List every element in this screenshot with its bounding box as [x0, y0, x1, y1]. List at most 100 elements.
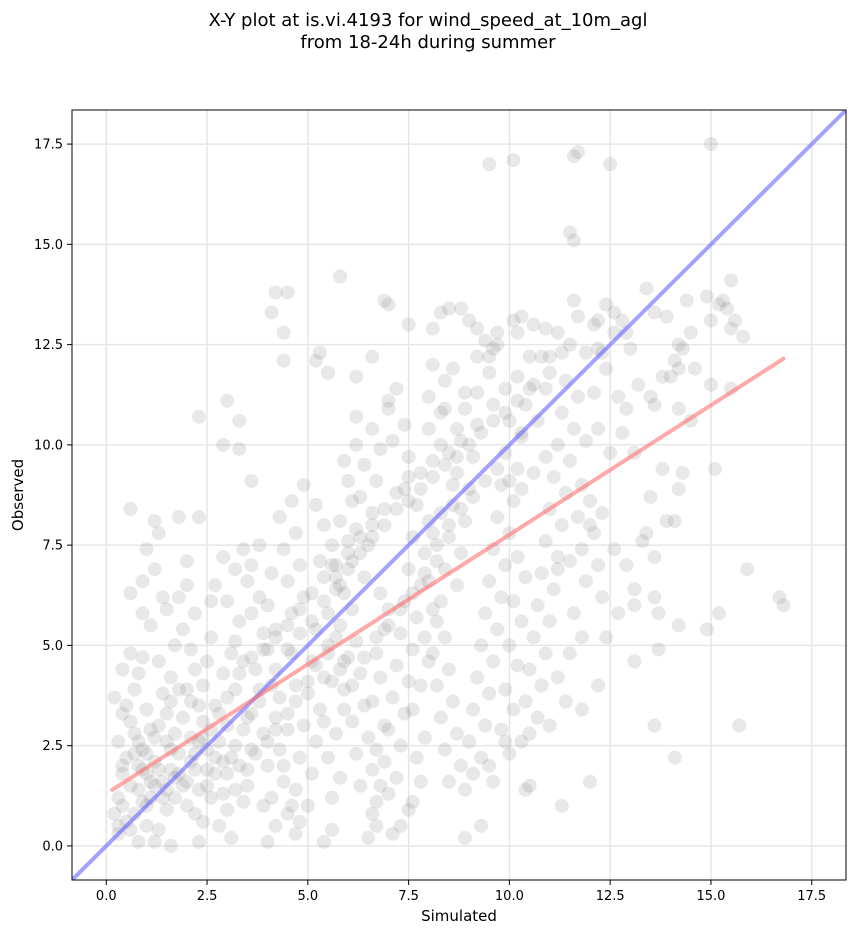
data-point [639, 281, 654, 296]
data-point [498, 445, 513, 460]
data-point [333, 514, 348, 529]
y-axis-label: Observed [9, 459, 27, 531]
data-point [316, 570, 331, 585]
data-point [449, 421, 464, 436]
data-point [458, 514, 473, 529]
data-point [401, 802, 416, 817]
data-point [228, 634, 243, 649]
data-point [490, 510, 505, 525]
data-point [143, 774, 158, 789]
data-point [683, 325, 698, 340]
y-tick-label: 7.5 [42, 539, 63, 554]
data-point [171, 590, 186, 605]
data-point [506, 313, 521, 328]
data-point [373, 670, 388, 685]
data-point [244, 650, 259, 665]
data-point [345, 494, 360, 509]
data-point [502, 413, 517, 428]
data-point [139, 702, 154, 717]
data-point [623, 341, 638, 356]
data-point [587, 526, 602, 541]
data-point [671, 337, 686, 352]
data-point [595, 590, 610, 605]
data-point [570, 510, 585, 525]
data-point [159, 602, 174, 617]
data-point [502, 638, 517, 653]
data-point [349, 746, 364, 761]
data-point [647, 305, 662, 320]
data-point [365, 530, 380, 545]
data-point [591, 558, 606, 573]
data-point [599, 630, 614, 645]
data-point [361, 830, 376, 845]
data-point [377, 502, 392, 517]
data-point [611, 389, 626, 404]
data-point [421, 421, 436, 436]
data-point [474, 750, 489, 765]
data-point [445, 498, 460, 513]
data-point [498, 682, 513, 697]
data-point [470, 417, 485, 432]
data-point [405, 642, 420, 657]
data-point [502, 473, 517, 488]
data-point [542, 718, 557, 733]
data-point [583, 774, 598, 789]
x-tick-label: 0.0 [96, 889, 117, 904]
data-point [252, 590, 267, 605]
data-point [143, 618, 158, 633]
data-point [401, 674, 416, 689]
y-tick-label: 12.5 [34, 338, 63, 353]
data-point [163, 694, 178, 709]
data-point [115, 706, 130, 721]
data-point [139, 746, 154, 761]
data-point [534, 678, 549, 693]
chart-title-line-2: from 18-24h during summer [300, 32, 556, 53]
data-point [240, 574, 255, 589]
data-point [510, 550, 525, 565]
data-point [369, 630, 384, 645]
data-point [724, 321, 739, 336]
data-point [373, 586, 388, 601]
data-point [393, 626, 408, 641]
data-point [304, 766, 319, 781]
data-point [526, 465, 541, 480]
data-point [288, 782, 303, 797]
data-point [671, 481, 686, 496]
data-point [191, 782, 206, 797]
x-axis-label: Simulated [421, 907, 497, 925]
data-point [449, 578, 464, 593]
data-point [490, 461, 505, 476]
data-point [462, 313, 477, 328]
data-point [248, 662, 263, 677]
data-point [627, 598, 642, 613]
data-point [147, 514, 162, 529]
data-point [462, 437, 477, 452]
data-point [458, 401, 473, 416]
data-point [284, 798, 299, 813]
data-point [538, 534, 553, 549]
data-point [272, 510, 287, 525]
data-point [191, 834, 206, 849]
data-point [445, 694, 460, 709]
data-point [353, 778, 368, 793]
data-point [385, 826, 400, 841]
data-point [333, 770, 348, 785]
data-point [413, 678, 428, 693]
data-point [353, 490, 368, 505]
data-point [562, 225, 577, 240]
data-point [542, 365, 557, 380]
data-point [583, 518, 598, 533]
data-point [433, 594, 448, 609]
data-point [115, 662, 130, 677]
data-point [316, 594, 331, 609]
data-point [445, 477, 460, 492]
data-point [639, 526, 654, 541]
data-point [534, 566, 549, 581]
data-point [341, 562, 356, 577]
data-point [224, 750, 239, 765]
data-point [482, 574, 497, 589]
data-point [454, 502, 469, 517]
data-point [659, 514, 674, 529]
data-point [728, 313, 743, 328]
